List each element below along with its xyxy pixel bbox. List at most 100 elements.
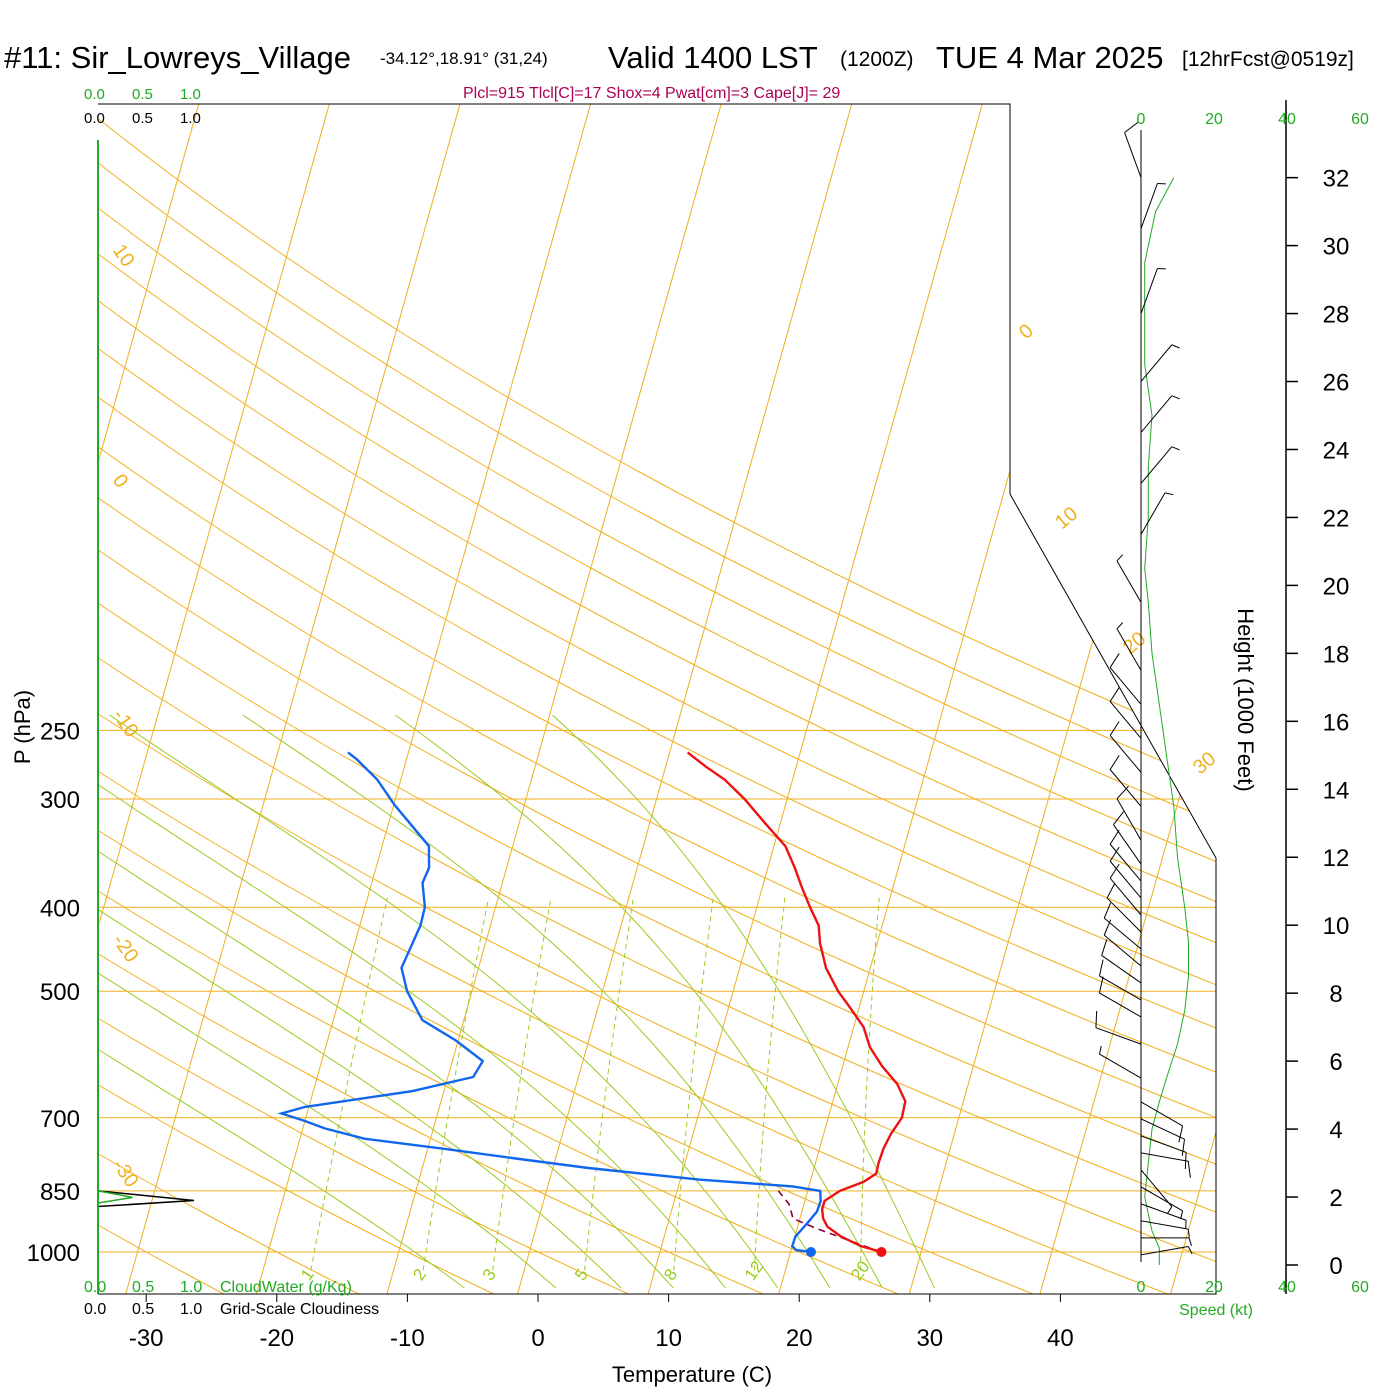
- speed-axis-label: Speed (kt): [1179, 1302, 1253, 1319]
- wind-barb-staff: [1109, 843, 1142, 882]
- isotherm-line: [98, 104, 203, 1294]
- wind-barb-flag: [1109, 863, 1120, 879]
- x-tick-label: 30: [916, 1325, 943, 1352]
- speed-top-tick-0: 0: [1137, 111, 1146, 128]
- sounding-profiles: [98, 751, 907, 1257]
- x-tick-label: 0: [531, 1325, 544, 1352]
- wind-barb-icon: [1140, 1135, 1187, 1170]
- x-tick-label: 10: [655, 1325, 682, 1352]
- wind-barb-icon: [1113, 811, 1142, 865]
- wind-barb-flag: [1184, 1152, 1187, 1170]
- wind-barb-icon: [1101, 939, 1142, 984]
- wind-barb-flag: [1116, 786, 1129, 800]
- temperature-line: [686, 751, 907, 1254]
- mixing-ratio-line: [492, 897, 552, 1271]
- wind-barb-icon: [1098, 1045, 1142, 1079]
- x-tick-label: 40: [1047, 1325, 1074, 1352]
- wind-barb-flag: [1178, 1125, 1184, 1143]
- dry-adiabat-line: [98, 104, 1216, 1294]
- pressure-tick-label: 500: [40, 979, 80, 1006]
- height-tick-label: 14: [1323, 777, 1350, 804]
- wind-barb-staff: [1140, 1101, 1183, 1127]
- dry-adiabat-line: [98, 104, 1216, 1294]
- wind-barb-flag: [1181, 1139, 1185, 1156]
- wind-barb-icon: [1098, 976, 1142, 1018]
- cloudiness-top-tick-2: 1.0: [180, 110, 201, 127]
- height-tick-label: 22: [1323, 505, 1350, 532]
- wind-barb-icon: [1140, 1152, 1191, 1178]
- wind-barb-half-flag: [1171, 446, 1180, 451]
- cloudiness-profile: [98, 1190, 195, 1208]
- wind-barb-icon: [1124, 121, 1142, 178]
- speed-top-tick-3: 60: [1351, 111, 1369, 128]
- wind-barb-staff: [1116, 628, 1142, 671]
- height-tick-label: 30: [1323, 234, 1350, 261]
- wind-barb-flag: [1106, 882, 1116, 899]
- dry-adiabat-line: [98, 104, 1216, 1294]
- cloudiness-bottom-tick-1: 0.5: [132, 1301, 154, 1318]
- wind-barb-flag: [1103, 919, 1112, 936]
- wind-barb-icon: [1141, 1237, 1192, 1246]
- x-tick-label: -10: [390, 1325, 425, 1352]
- height-tick-label: 16: [1323, 709, 1350, 736]
- dry-adiabat-line: [98, 104, 1034, 1294]
- frame: [97, 103, 1217, 1302]
- parcel-line: [777, 1190, 882, 1253]
- wind-barb-icon: [1140, 492, 1174, 535]
- wind-barb-icon: [1098, 959, 1142, 1001]
- wind-barb-flag: [1109, 755, 1120, 770]
- wind-barb-staff: [1095, 1027, 1142, 1045]
- wind-barb-icon: [1095, 1010, 1142, 1045]
- wind-barb-staff: [1140, 1135, 1187, 1153]
- moist-adiabat-line: [109, 714, 779, 1289]
- background-lines: [98, 104, 1216, 1294]
- wind-barb-staff: [1140, 268, 1158, 314]
- isotherm-line: [778, 104, 1117, 1294]
- isotherm-label: 30: [1189, 748, 1220, 779]
- wind-barb-flag: [1113, 811, 1125, 826]
- moist-adiabat-line: [395, 714, 883, 1289]
- wind-barb-staff: [1101, 955, 1142, 984]
- wind-barb-icon: [1140, 1245, 1193, 1256]
- wind-barb-half-flag: [1116, 622, 1124, 630]
- mixing-ratio-label: 8: [660, 1265, 681, 1284]
- speed-top-tick-2: 40: [1278, 111, 1296, 128]
- isotherm-line: [647, 104, 986, 1294]
- wind-barb-icon: [1140, 344, 1180, 382]
- pressure-tick-label: 400: [40, 895, 80, 922]
- isotherm-label: 0: [1015, 320, 1038, 344]
- speed-top-tick-1: 20: [1205, 111, 1223, 128]
- wind-barb-icon: [1140, 446, 1180, 484]
- wind-barb-staff: [1140, 1169, 1173, 1207]
- isotherm-line: [517, 104, 856, 1294]
- dry-adiabat-line: [98, 104, 1216, 1294]
- x-tick-label: -20: [259, 1325, 294, 1352]
- wind-barb-staff: [1109, 667, 1142, 705]
- wind-barb-icon: [1116, 786, 1142, 841]
- wind-barb-flag: [1109, 653, 1120, 668]
- wind-barb-icon: [1140, 183, 1166, 229]
- mixing-ratio-line: [753, 897, 786, 1271]
- mixing-ratio-label: 5: [571, 1265, 592, 1284]
- x-tick-label: -30: [129, 1325, 164, 1352]
- wind-barb-half-flag: [1188, 1237, 1192, 1246]
- cloudwater-bottom-tick-0: 0.0: [84, 1279, 106, 1296]
- wind-barb-half-flag: [1166, 1206, 1173, 1214]
- wind-barb-half-flag: [1171, 344, 1180, 349]
- valid-time: Valid 1400 LST: [608, 40, 818, 75]
- moist-adiabat-line: [552, 714, 935, 1289]
- dry-adiabat-line: [98, 104, 1216, 1294]
- wind-barb-flag: [1124, 121, 1139, 133]
- wind-barb-staff: [1099, 1053, 1142, 1079]
- wind-barb-flag: [1187, 1161, 1191, 1178]
- mixing-ratio-line: [422, 897, 489, 1271]
- cloudiness-top-tick-0: 0.0: [84, 110, 105, 127]
- height-tick-label: 20: [1323, 573, 1350, 600]
- dry-adiabat-line: [98, 104, 1216, 1294]
- dry-adiabat-line: [98, 104, 1216, 1294]
- mixing-ratio-label: 12: [741, 1257, 767, 1283]
- x-tick-label: 20: [786, 1325, 813, 1352]
- speed-bottom-tick-3: 60: [1351, 1279, 1369, 1296]
